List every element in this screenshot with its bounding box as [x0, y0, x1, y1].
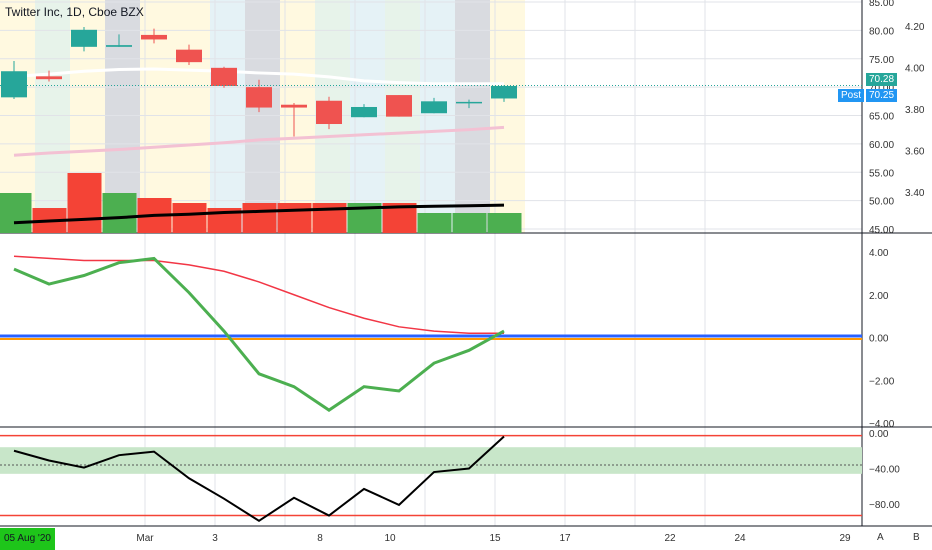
- time-axis-label: 10: [384, 533, 396, 544]
- wr-axis-label: −40.00: [869, 465, 900, 476]
- price-axis-label: 3.40: [905, 188, 925, 199]
- candle-body: [1, 71, 27, 98]
- candle-body: [491, 85, 517, 99]
- candle-body: [141, 34, 167, 40]
- session-stripe: [455, 0, 490, 233]
- post-label-tag: Post: [838, 89, 865, 102]
- price-axis-label: 4.00: [905, 64, 925, 75]
- time-axis-label: 3: [212, 533, 218, 544]
- candle-body: [421, 101, 447, 114]
- session-stripe: [175, 0, 210, 233]
- candle-body: [36, 76, 62, 80]
- candle-body: [246, 87, 272, 108]
- post-price-tag: 70.25: [866, 89, 898, 102]
- session-stripe: [35, 0, 70, 233]
- macd-axis-label: 2.00: [869, 291, 889, 302]
- time-axis-label: 8: [317, 533, 323, 544]
- price-axis-label: 3.80: [905, 105, 925, 116]
- wr-axis-label: 0.00: [869, 429, 889, 440]
- candle-body: [71, 29, 97, 47]
- last-price-tag: 70.28: [866, 73, 898, 86]
- volume-bar: [417, 213, 452, 233]
- macd-axis-label: 0.00: [869, 334, 889, 345]
- candle-body: [386, 95, 412, 117]
- candle-body: [176, 49, 202, 63]
- macd-signal-line: [13, 255, 504, 334]
- volume-bar: [172, 203, 207, 233]
- session-stripe: [490, 0, 525, 233]
- volume-bar: [487, 213, 522, 233]
- macd-line: [13, 256, 505, 412]
- candle-body: [456, 101, 482, 104]
- volume-bar: [242, 203, 277, 233]
- time-axis-label: 17: [559, 533, 571, 544]
- candle-body: [211, 67, 237, 86]
- price-axis-label: 85.00: [869, 0, 894, 9]
- session-stripe: [280, 0, 315, 233]
- price-axis-label: 75.00: [869, 55, 894, 66]
- volume-bar: [0, 193, 32, 233]
- date-badge[interactable]: 05 Aug '20: [0, 528, 55, 550]
- candle-body: [281, 104, 307, 108]
- price-axis-label: 65.00: [869, 112, 894, 123]
- candle-body: [106, 45, 132, 47]
- macd-axis-label: −4.00: [869, 419, 895, 430]
- volume-bar: [452, 213, 487, 233]
- wr-band: [0, 447, 862, 474]
- price-axis-label: 60.00: [869, 140, 894, 151]
- ma-pink-line: [13, 125, 505, 157]
- volume-bar: [277, 203, 312, 233]
- time-axis-label: 29: [839, 533, 851, 544]
- price-axis-label: 4.20: [905, 22, 925, 33]
- time-axis-label: Mar: [136, 533, 154, 544]
- price-axis-label: 3.60: [905, 147, 925, 158]
- session-stripe: [210, 0, 245, 233]
- macd-axis-label: 4.00: [869, 248, 889, 259]
- session-stripe: [245, 0, 280, 233]
- session-stripe: [420, 0, 455, 233]
- chart-title: Twitter Inc, 1D, Cboe BZX: [5, 5, 144, 19]
- price-axis-label: 70.00: [869, 83, 894, 94]
- ma-white-line: [13, 67, 504, 86]
- time-axis-label: 15: [489, 533, 501, 544]
- macd-axis-label: −2.00: [869, 376, 895, 387]
- volume-bar: [67, 173, 102, 233]
- wr-line: [13, 435, 505, 523]
- wr-axis-label: −80.00: [869, 500, 900, 511]
- price-axis-label: 80.00: [869, 26, 894, 37]
- candle-body: [351, 106, 377, 118]
- price-axis-label: 45.00: [869, 225, 894, 236]
- time-axis-label: 22: [664, 533, 676, 544]
- candle-body: [316, 100, 342, 125]
- auto-scale-button[interactable]: A: [877, 532, 884, 543]
- price-axis-label: 55.00: [869, 168, 894, 179]
- time-axis-label: 24: [734, 533, 746, 544]
- price-axis-label: 50.00: [869, 197, 894, 208]
- settings-b-button[interactable]: B: [913, 532, 920, 543]
- volume-bar: [102, 193, 137, 233]
- ma-black-line: [13, 203, 505, 225]
